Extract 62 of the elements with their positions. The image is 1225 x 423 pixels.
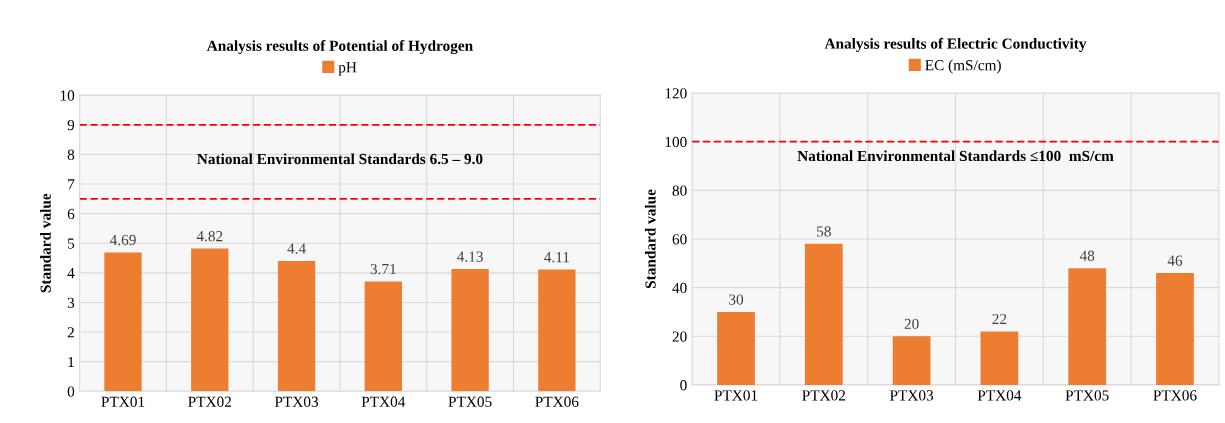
y-axis-title: Standard value <box>40 193 51 293</box>
x-tick-label: PTX02 <box>802 390 846 401</box>
x-tick-label: PTX05 <box>1065 390 1109 401</box>
annotation: National Environmental Standards 6.5 – 9.0 <box>197 153 483 165</box>
bar <box>892 336 931 385</box>
y-axis-title: Standard value <box>644 189 656 289</box>
data-label: 4.4 <box>287 243 306 254</box>
bar <box>980 331 1019 385</box>
x-tick-label: PTX05 <box>448 396 492 407</box>
y-tick-label: 0 <box>680 380 687 391</box>
x-tick-label: PTX01 <box>101 396 145 407</box>
bar <box>717 311 755 385</box>
y-tick-label: 5 <box>68 238 75 249</box>
bar <box>451 268 489 392</box>
x-tick-label: PTX04 <box>361 396 406 407</box>
y-tick-label: 9 <box>67 119 75 131</box>
data-label: 30 <box>729 294 744 305</box>
y-tick-label: 4 <box>67 268 75 279</box>
bar <box>191 248 229 392</box>
x-tick-label: PTX06 <box>1153 390 1197 401</box>
y-tick-label: 10 <box>60 90 75 101</box>
y-tick-label: 2 <box>67 327 74 338</box>
y-tick-label: 20 <box>672 331 687 342</box>
bar <box>364 281 402 392</box>
data-label: 3.71 <box>370 263 396 275</box>
data-label: 48 <box>1079 250 1095 261</box>
data-label: 22 <box>992 313 1007 324</box>
y-tick-label: 100 <box>665 136 687 148</box>
chart-title: Analysis results of Potential of Hydrogen <box>206 39 473 55</box>
x-tick-label: PTX03 <box>274 396 319 407</box>
x-tick-label: PTX01 <box>714 390 758 401</box>
x-tick-label: PTX03 <box>889 390 934 401</box>
bar <box>104 252 142 392</box>
bar <box>277 260 316 392</box>
y-tick-label: 3 <box>67 297 75 308</box>
data-label: 4.69 <box>109 234 136 246</box>
data-label: 20 <box>904 318 919 330</box>
data-label: 4.13 <box>457 251 483 262</box>
bar <box>538 269 576 392</box>
data-label: 4.11 <box>544 252 570 263</box>
legend-label: EC (mS/cm) <box>925 59 1001 74</box>
y-tick-label: 40 <box>672 282 687 294</box>
y-tick-label: 120 <box>665 88 687 99</box>
x-tick-label: PTX02 <box>188 396 232 407</box>
bar <box>1156 273 1194 385</box>
x-tick-label: PTX06 <box>535 396 579 407</box>
bar <box>1068 268 1107 385</box>
annotation: National Environmental Standards ≤100 mS/cm <box>797 150 1114 162</box>
data-label: 4.82 <box>196 230 223 242</box>
data-label: 58 <box>817 226 831 237</box>
data-label: 46 <box>1167 255 1183 266</box>
y-tick-label: 80 <box>672 185 687 196</box>
y-tick-label: 0 <box>67 386 75 397</box>
chart-title: Analysis results of Electric Conductivity <box>824 37 1087 52</box>
y-tick-label: 6 <box>67 208 75 220</box>
y-tick-label: 1 <box>68 356 74 367</box>
y-tick-label: 60 <box>672 234 687 245</box>
y-tick-label: 8 <box>67 149 75 160</box>
y-tick-label: 7 <box>68 179 75 190</box>
legend-label: pH <box>338 62 357 76</box>
bar <box>804 243 843 385</box>
x-tick-label: PTX04 <box>977 390 1022 401</box>
